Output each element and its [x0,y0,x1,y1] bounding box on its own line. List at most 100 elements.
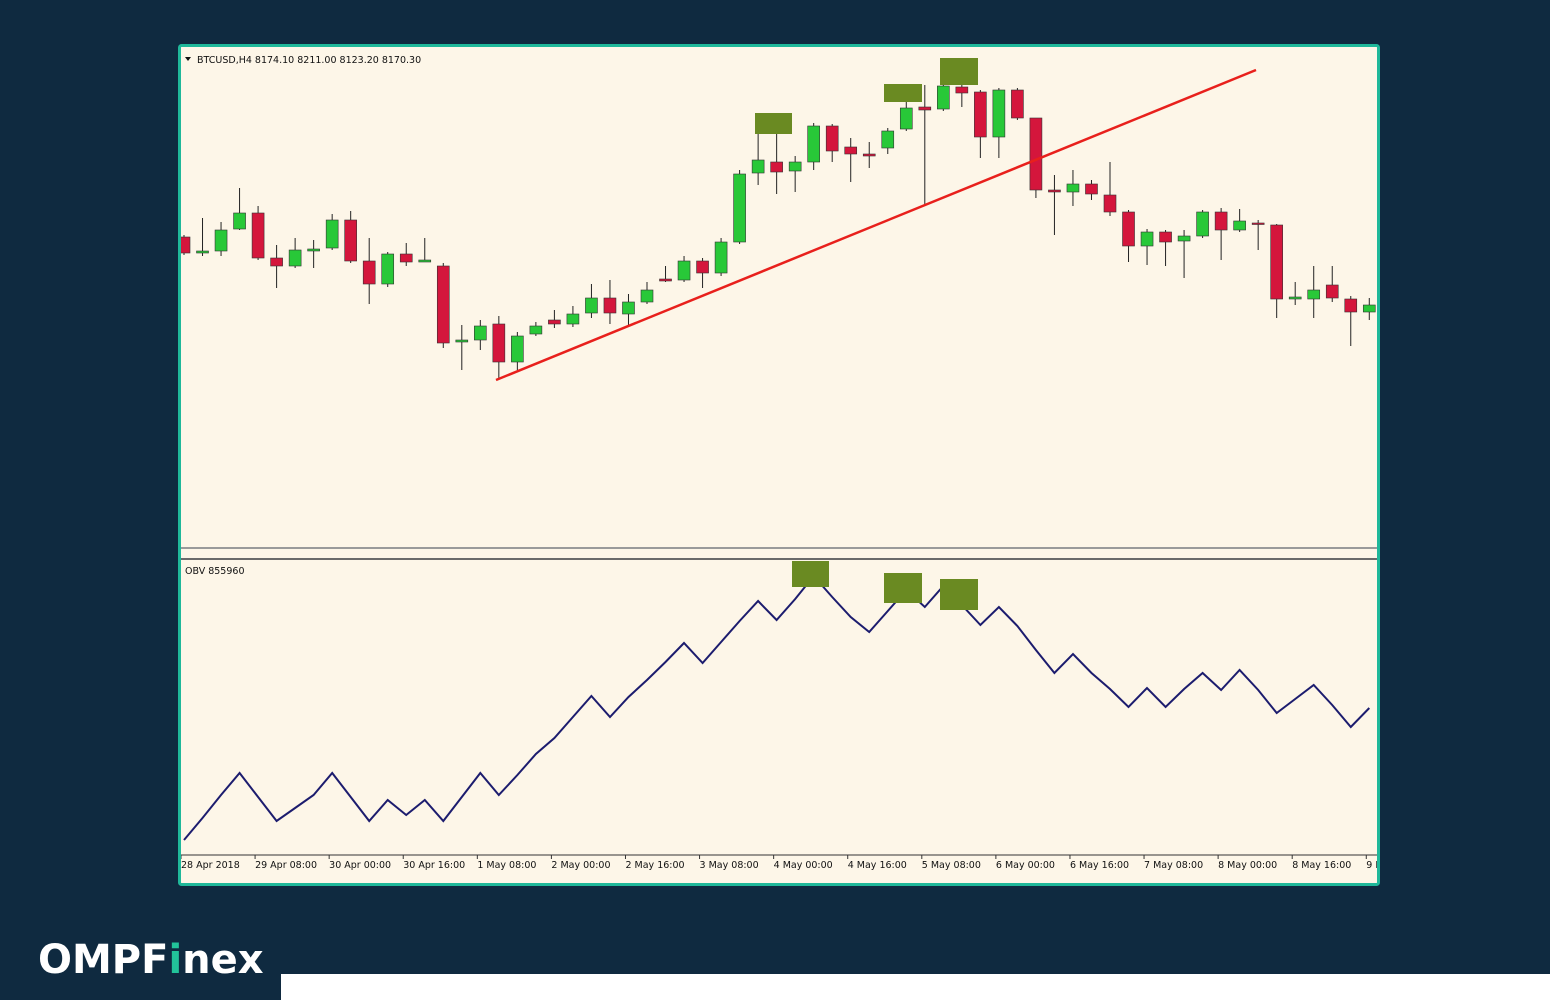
candle-body [825,125,839,152]
candle-body [325,219,339,249]
candle-body [214,229,228,252]
candle-body [696,260,709,274]
price-pane-title: BTCUSD,H4 8174.10 8211.00 8123.20 8170.3… [197,55,421,66]
highlight-box [884,573,922,603]
candle-body [788,161,802,172]
x-tick-label: 30 Apr 16:00 [403,860,465,871]
candle-body [1196,211,1209,237]
highlight-box [940,58,978,85]
candle-body [585,297,598,314]
candle-body [196,250,209,254]
candle-body [381,253,395,285]
candle-body [1048,189,1061,193]
x-tick-label: 2 May 00:00 [551,860,610,871]
x-tick-label: 8 May 16:00 [1292,860,1351,871]
candle-body [862,153,876,157]
candle-body [1214,211,1228,231]
candle-body [344,219,357,262]
x-tick-label: 7 May 08:00 [1144,860,1203,871]
candle-body [992,89,1006,138]
x-tick-label: 8 May 00:00 [1218,860,1277,871]
candle-body [251,212,265,259]
candle-body [1270,224,1283,300]
candle-body [955,86,969,94]
candle-body [1362,304,1376,313]
x-tick-label: 30 Apr 00:00 [329,860,391,871]
candle-body [233,212,246,230]
candle-body [1011,89,1024,119]
x-tick-label: 6 May 16:00 [1070,860,1129,871]
obv-line [183,574,1371,841]
candle-body [622,301,635,315]
brand-suffix: nex [182,937,264,983]
candle-body [455,339,469,343]
candle-body [1307,289,1321,300]
trend-line [495,68,1257,382]
obv-pane-title: OBV 855960 [185,566,245,577]
candle-body [307,248,320,252]
brand-logo: OMPFinex [38,937,264,983]
candle-body [548,319,561,325]
candle-body [807,125,820,163]
candle-body [751,159,765,174]
x-tick-label: 4 May 00:00 [774,860,833,871]
candle-body [1122,211,1135,247]
x-tick-label: 29 Apr 08:00 [255,860,317,871]
candle-body [1103,194,1117,213]
candle-body [677,260,691,281]
candle-body [770,161,783,173]
highlight-box [884,84,922,102]
candle-body [899,107,913,130]
candle-body [362,260,376,285]
x-tick-label: 2 May 16:00 [625,860,684,871]
x-tick-label: 4 May 16:00 [848,860,907,871]
candle-body [1140,231,1154,247]
candle-body [1344,298,1358,313]
brand-prefix: OMPF [38,937,168,983]
dropdown-arrow [185,57,191,61]
candle-body [844,146,858,155]
highlight-box [940,579,978,610]
candle-body [288,249,302,267]
candle-body [1066,183,1080,193]
candle-body [1177,235,1191,242]
candle-body [937,85,950,110]
x-tick-label: 5 May 08:00 [922,860,981,871]
highlight-box [792,561,829,587]
candle-body [492,323,506,363]
candle-body [436,265,450,344]
candle-body [270,257,283,267]
candle-body [474,325,487,341]
x-tick-label: 1 May 08:00 [477,860,536,871]
candle-body [1251,222,1265,225]
candle-body [974,91,987,138]
candle-body [1085,183,1098,195]
candle-body [640,289,654,303]
candle-body [733,173,746,243]
candle-body [603,297,617,314]
footer-bar [281,974,1550,1000]
candle-body [1325,284,1339,299]
x-tick-label: 6 May 00:00 [996,860,1055,871]
x-tick-label: 9 M [1366,860,1383,871]
candle-body [1233,220,1246,231]
candle-body [566,313,580,325]
candle-body [659,278,672,282]
candle-body [529,325,543,335]
highlights [755,58,978,610]
x-tick-label: 3 May 08:00 [700,860,759,871]
highlight-box [755,113,792,134]
candle-body [511,335,524,363]
candle-body [399,253,413,263]
candle-body [1159,231,1172,243]
candle-body [1029,117,1043,191]
chart-frame [178,44,1380,886]
candle-body [181,236,191,254]
candle-body [881,130,895,149]
candle-body [918,106,932,111]
x-tick-label: 28 Apr 2018 [181,860,240,871]
candle-body [418,259,432,263]
candle-body [714,241,728,274]
